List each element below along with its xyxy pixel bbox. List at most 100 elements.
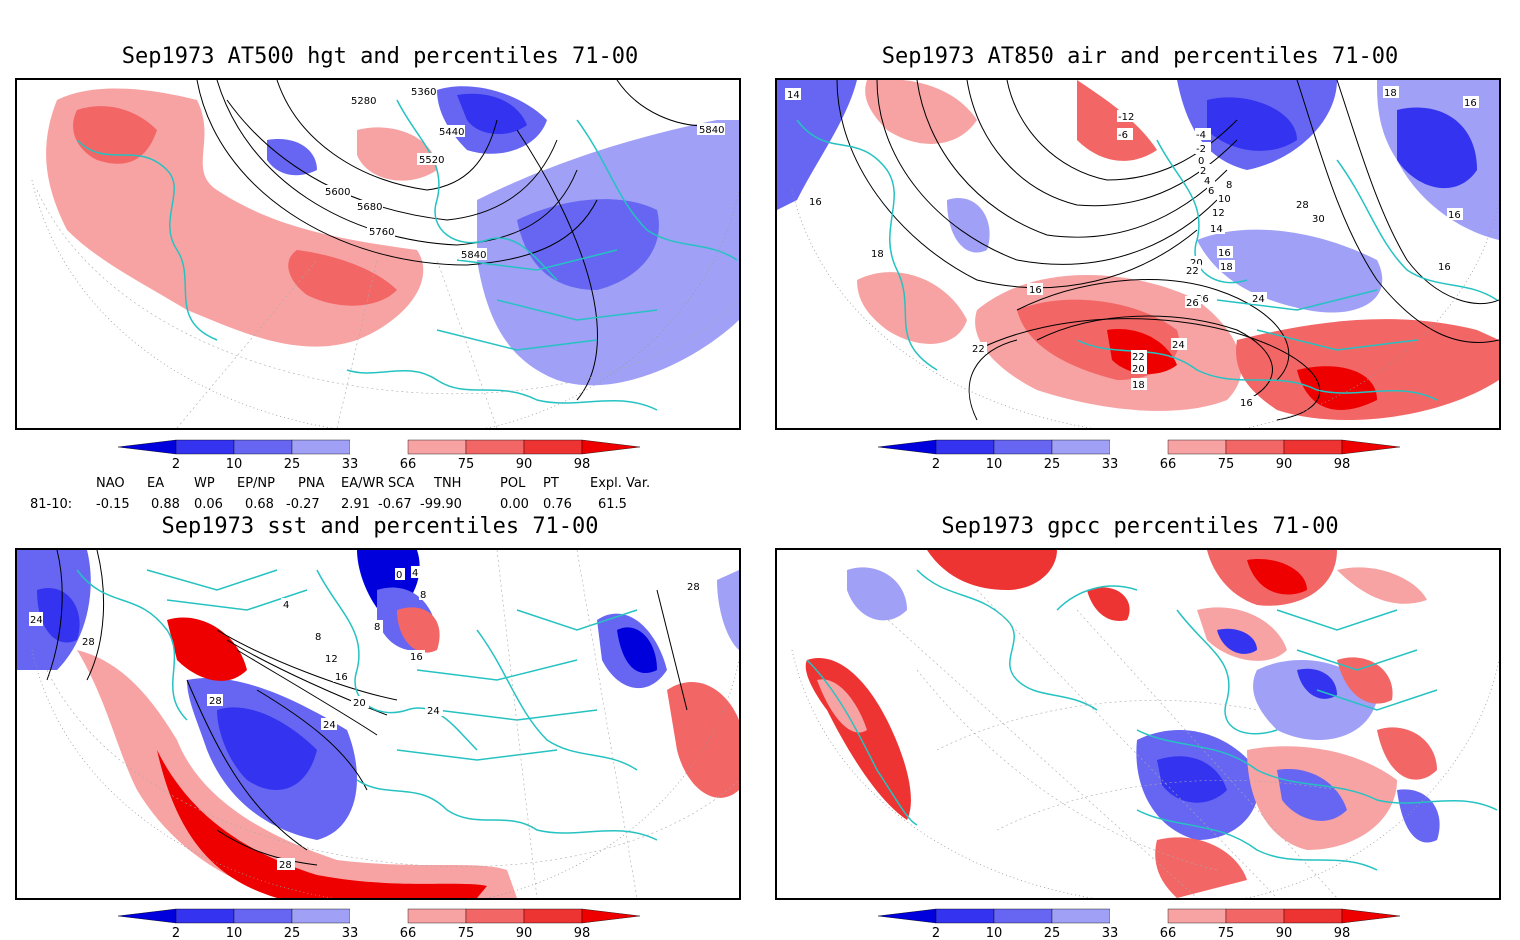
contour-labels: 14 16 18 16 -12 -6 -4 -2 0 2 4 6 8 10 12… bbox=[785, 86, 1479, 409]
colorbar-labels: 2 10 25 33 66 75 90 98 bbox=[932, 926, 1350, 940]
colorbar-segment bbox=[1283, 908, 1343, 924]
colorbar-segment bbox=[350, 909, 408, 923]
colorbar-tick: 33 bbox=[1102, 926, 1119, 940]
colorbar-tick: 10 bbox=[226, 926, 243, 940]
contour-label: 26 bbox=[1186, 298, 1199, 309]
colorbar-segment bbox=[1225, 908, 1285, 924]
contour-label: 24 bbox=[427, 706, 440, 717]
colorbar-tick: 33 bbox=[1102, 457, 1119, 472]
index-header: EP/NP bbox=[237, 476, 275, 491]
map-air850: 14 16 18 16 -12 -6 -4 -2 0 2 4 6 8 10 12… bbox=[777, 80, 1499, 428]
colorbar-segment bbox=[523, 908, 583, 924]
colorbar-tick: 33 bbox=[342, 926, 359, 940]
colorbar-bottom-right: 2 10 25 33 66 75 90 98 bbox=[877, 908, 1401, 940]
contour-label: 12 bbox=[1212, 208, 1225, 219]
contour-label: 24 bbox=[323, 720, 336, 731]
contour-label: 5840 bbox=[699, 125, 724, 136]
colorbar-labels: 2 10 25 33 66 75 90 98 bbox=[172, 926, 590, 940]
contour-label: 5600 bbox=[325, 187, 350, 198]
colorbar-segment bbox=[175, 439, 235, 455]
contour-labels: 24 28 28 24 4 8 12 16 20 24 28 28 0 4 8 … bbox=[29, 566, 703, 871]
colorbar-tick: 98 bbox=[1334, 457, 1351, 472]
colorbar-segment bbox=[291, 439, 351, 455]
contour-label: 4 bbox=[412, 568, 418, 579]
index-value: -0.15 bbox=[96, 497, 130, 512]
contour-label: 16 bbox=[1218, 248, 1231, 259]
colorbar-segment bbox=[877, 439, 937, 455]
map-panel-hgt500: 5280 5360 5440 5520 5600 5680 5760 5840 … bbox=[15, 78, 741, 430]
contour-label: 22 bbox=[1186, 266, 1199, 277]
colorbar-segment bbox=[350, 440, 408, 454]
colorbar-tick: 66 bbox=[400, 926, 417, 940]
index-header: NAO bbox=[96, 476, 125, 491]
colorbar-segment bbox=[523, 439, 583, 455]
colorbar-tick: 25 bbox=[1044, 926, 1061, 940]
colorbar-segment bbox=[407, 439, 467, 455]
index-header: PNA bbox=[298, 476, 325, 491]
colorbar-tick: 98 bbox=[1334, 926, 1351, 940]
contour-label: 6 bbox=[1208, 186, 1214, 197]
contour-label: 16 bbox=[1029, 285, 1042, 296]
contour-label: 30 bbox=[1312, 214, 1325, 225]
index-value: 2.91 bbox=[341, 497, 370, 512]
contour-label: 5760 bbox=[369, 227, 394, 238]
contour-label: 0 bbox=[396, 570, 402, 581]
contour-label: 24 bbox=[30, 615, 43, 626]
coastlines bbox=[806, 569, 1498, 871]
contour-label: -12 bbox=[1118, 112, 1134, 123]
colorbar-segment bbox=[1283, 439, 1343, 455]
contour-label: 28 bbox=[209, 696, 222, 707]
colorbar-bottom-left: 2 10 25 33 66 75 90 98 bbox=[117, 908, 641, 940]
colorbar-segment bbox=[1110, 909, 1168, 923]
anomaly-fill bbox=[777, 80, 1499, 420]
index-header: WP bbox=[194, 476, 215, 491]
contour-label: 28 bbox=[687, 582, 700, 593]
contour-label: 28 bbox=[1296, 200, 1309, 211]
sst-contours bbox=[46, 550, 688, 866]
index-value: -99.90 bbox=[420, 497, 462, 512]
contour-label: 8 bbox=[420, 590, 426, 601]
colorbar-segment bbox=[175, 908, 235, 924]
contour-label: 26 bbox=[1196, 294, 1209, 305]
colorbar-segment bbox=[465, 439, 525, 455]
colorbar-tick: 90 bbox=[1276, 926, 1293, 940]
index-header: EA/WR bbox=[341, 476, 385, 491]
map-sst: 24 28 28 24 4 8 12 16 20 24 28 28 0 4 8 … bbox=[17, 550, 739, 898]
contour-label: 20 bbox=[1132, 364, 1145, 375]
colorbar-segment bbox=[581, 908, 641, 924]
colorbar-segment bbox=[1167, 439, 1227, 455]
contour-label: 22 bbox=[1132, 352, 1145, 363]
map-panel-sst: 24 28 28 24 4 8 12 16 20 24 28 28 0 4 8 … bbox=[15, 548, 741, 900]
hemisphere-boundary bbox=[791, 189, 1499, 428]
colorbar-segments bbox=[117, 439, 641, 455]
contour-label: 16 bbox=[410, 652, 423, 663]
index-header: SCA bbox=[388, 476, 415, 491]
index-value: 0.06 bbox=[194, 497, 223, 512]
index-value: 0.68 bbox=[245, 497, 274, 512]
contour-label: 22 bbox=[972, 344, 985, 355]
colorbar-segment bbox=[407, 908, 467, 924]
map-hgt500: 5280 5360 5440 5520 5600 5680 5760 5840 … bbox=[31, 80, 739, 428]
colorbar-tick: 10 bbox=[226, 457, 243, 472]
contour-label: -2 bbox=[1196, 144, 1206, 155]
contour-label: 14 bbox=[787, 90, 800, 101]
index-value: -0.67 bbox=[378, 497, 412, 512]
panel-title-gpcc: Sep1973 gpcc percentiles 71-00 bbox=[941, 514, 1339, 539]
colorbar-tick: 25 bbox=[284, 457, 301, 472]
colorbar-segments bbox=[117, 908, 641, 924]
colorbar-segment bbox=[1167, 908, 1227, 924]
colorbar-segment bbox=[935, 908, 995, 924]
colorbar-segment bbox=[1225, 439, 1285, 455]
colorbar-segment bbox=[117, 439, 177, 455]
height-contours bbox=[196, 80, 718, 401]
colorbar-segment bbox=[291, 908, 351, 924]
contour-label: 14 bbox=[1210, 224, 1223, 235]
index-header: TNH bbox=[434, 476, 462, 491]
index-value: 0.00 bbox=[500, 497, 529, 512]
colorbar-segment bbox=[581, 439, 641, 455]
colorbar-labels: 2 10 25 33 66 75 90 98 bbox=[932, 457, 1350, 472]
colorbar-tick: 98 bbox=[574, 457, 591, 472]
colorbar-tick: 75 bbox=[458, 457, 475, 472]
map-gpcc bbox=[791, 550, 1499, 898]
colorbar-segments bbox=[877, 439, 1401, 455]
